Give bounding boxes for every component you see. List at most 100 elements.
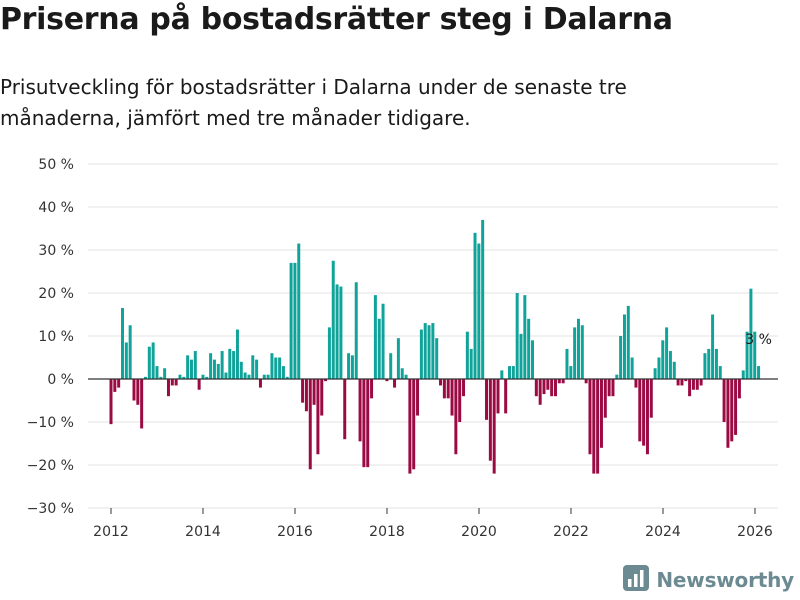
bar bbox=[235, 329, 239, 379]
bar bbox=[458, 379, 462, 422]
bar bbox=[228, 348, 232, 379]
bar bbox=[642, 379, 646, 446]
bar bbox=[251, 355, 255, 379]
bar bbox=[193, 351, 197, 379]
bar bbox=[508, 366, 512, 379]
bar bbox=[381, 303, 385, 379]
bar bbox=[416, 379, 420, 416]
bar bbox=[312, 379, 316, 405]
bar bbox=[515, 293, 519, 379]
x-tick-label: 2014 bbox=[185, 524, 221, 540]
bar bbox=[730, 379, 734, 442]
bar bbox=[224, 372, 228, 379]
bar bbox=[205, 376, 209, 379]
bar bbox=[400, 368, 404, 379]
bar bbox=[140, 379, 144, 429]
bar bbox=[684, 379, 688, 382]
bar bbox=[565, 348, 569, 379]
bar bbox=[672, 361, 676, 379]
bar bbox=[393, 379, 397, 388]
latest-value-annotation: 3 % bbox=[745, 332, 772, 348]
bar bbox=[408, 379, 412, 474]
bar bbox=[163, 368, 167, 379]
bar bbox=[580, 325, 584, 379]
newsworthy-logo-icon bbox=[622, 564, 650, 596]
page-title: Priserna på bostadsrätter steg i Dalarna bbox=[0, 2, 673, 37]
bar bbox=[220, 351, 224, 379]
bar bbox=[622, 314, 626, 379]
bar bbox=[714, 348, 718, 379]
bar bbox=[668, 351, 672, 379]
bar bbox=[419, 329, 423, 379]
bar bbox=[435, 338, 439, 379]
bar bbox=[523, 295, 527, 379]
bar bbox=[212, 359, 216, 379]
bar bbox=[297, 243, 301, 379]
bar bbox=[335, 284, 339, 379]
bar bbox=[661, 340, 665, 379]
bar bbox=[607, 379, 611, 397]
bar bbox=[358, 379, 362, 442]
bar bbox=[546, 379, 550, 390]
bar bbox=[354, 282, 358, 379]
bar bbox=[477, 243, 481, 379]
bar bbox=[109, 379, 113, 425]
bar bbox=[553, 379, 557, 397]
bar bbox=[542, 379, 546, 395]
bar bbox=[362, 379, 366, 468]
bar bbox=[377, 318, 381, 379]
bar bbox=[247, 374, 251, 379]
bar-series bbox=[109, 219, 761, 474]
bar bbox=[124, 342, 128, 379]
bar bbox=[511, 366, 515, 379]
bar bbox=[128, 325, 132, 379]
bar bbox=[412, 379, 416, 470]
bar bbox=[573, 327, 577, 379]
bar bbox=[366, 379, 370, 468]
bar bbox=[653, 368, 657, 379]
bar bbox=[488, 379, 492, 461]
bar bbox=[316, 379, 320, 455]
bar bbox=[331, 260, 335, 379]
bar bbox=[308, 379, 312, 470]
bar bbox=[680, 379, 684, 386]
bar bbox=[576, 318, 580, 379]
bar bbox=[155, 366, 159, 379]
bar bbox=[370, 379, 374, 399]
bar bbox=[201, 374, 205, 379]
bar bbox=[569, 366, 573, 379]
bar bbox=[561, 379, 565, 384]
bar bbox=[423, 323, 427, 379]
bar bbox=[592, 379, 596, 474]
bar bbox=[262, 374, 266, 379]
bar bbox=[519, 333, 523, 379]
bar bbox=[603, 379, 607, 418]
bar bbox=[270, 353, 274, 379]
bar bbox=[143, 376, 147, 379]
bar bbox=[634, 379, 638, 388]
y-tick-label: 40 % bbox=[38, 200, 74, 216]
bar bbox=[645, 379, 649, 455]
x-tick-label: 2012 bbox=[93, 524, 129, 540]
bar bbox=[492, 379, 496, 474]
bar bbox=[649, 379, 653, 418]
bar bbox=[243, 372, 247, 379]
y-tick-label: 10 % bbox=[38, 329, 74, 345]
bar bbox=[596, 379, 600, 474]
bar bbox=[427, 325, 431, 379]
bar bbox=[473, 232, 477, 379]
bar bbox=[197, 379, 201, 390]
bar bbox=[186, 355, 190, 379]
bar bbox=[454, 379, 458, 455]
bar bbox=[324, 379, 328, 382]
bar bbox=[389, 353, 393, 379]
bar bbox=[741, 370, 745, 379]
bar bbox=[469, 348, 473, 379]
y-tick-label: −10 % bbox=[27, 415, 74, 431]
brand-logo: Newsworthy bbox=[622, 564, 794, 596]
x-tick-label: 2020 bbox=[461, 524, 497, 540]
bar bbox=[327, 327, 331, 379]
bar bbox=[396, 338, 400, 379]
x-tick-label: 2016 bbox=[277, 524, 313, 540]
